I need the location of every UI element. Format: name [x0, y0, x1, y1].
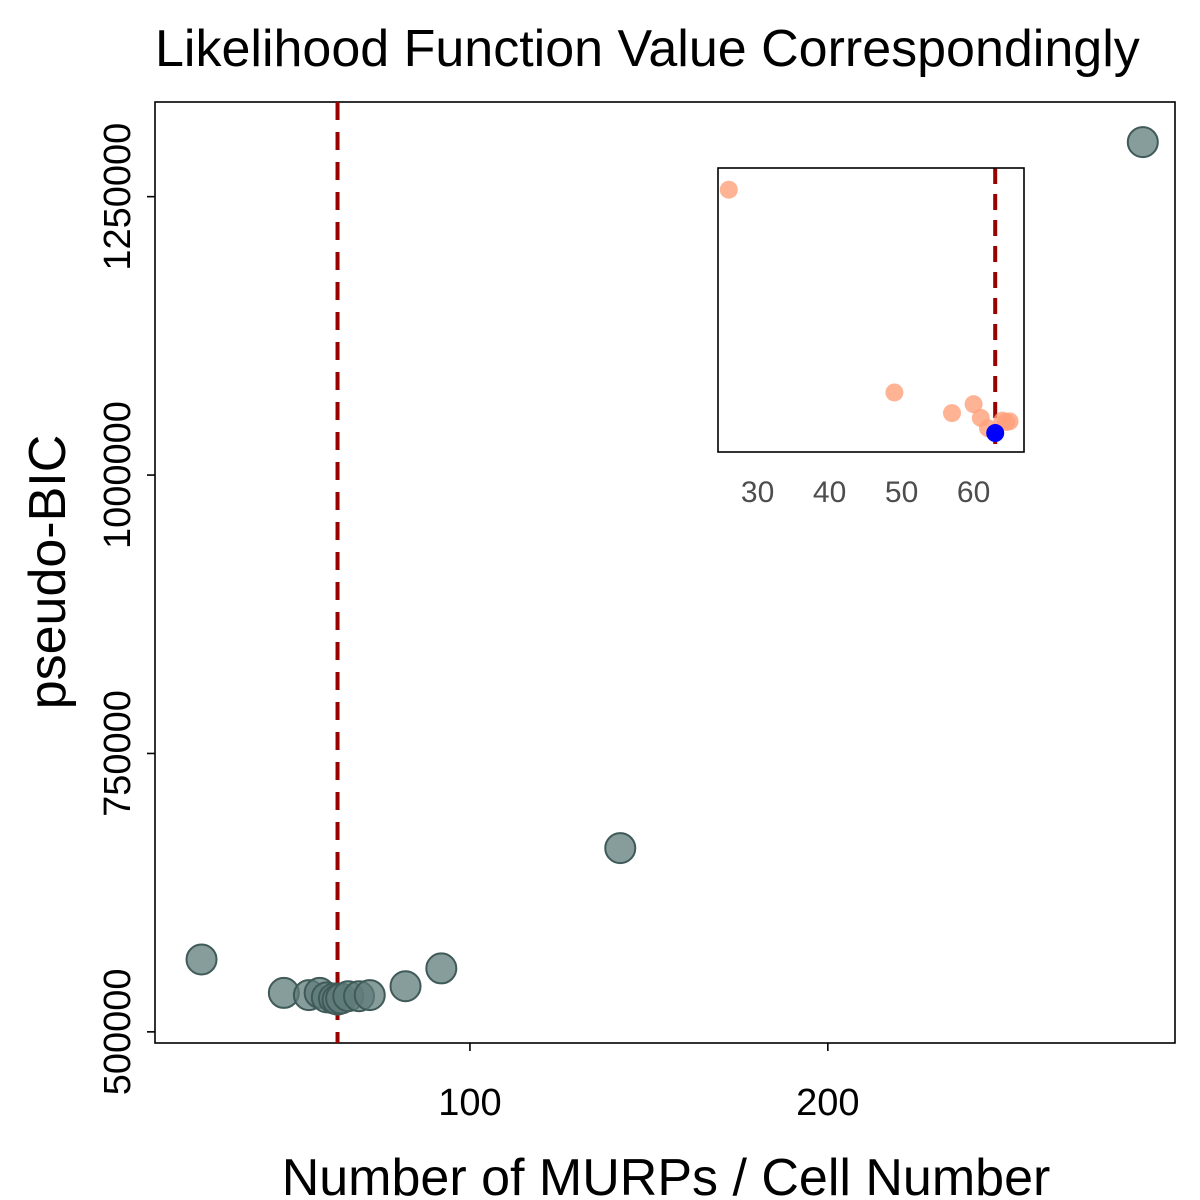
chart-title: Likelihood Function Value Correspondingl… [155, 20, 1140, 78]
inset-x-tick-label: 50 [885, 476, 918, 509]
x-tick-label: 100 [438, 1082, 501, 1124]
plot-panel-frame [154, 101, 1176, 1044]
inset-data-point [943, 404, 961, 423]
data-point [1126, 126, 1159, 159]
inset-panel-frame [717, 167, 1025, 453]
main-plot-layer: 500000 750000 1000000 1250000 100 200 [97, 102, 1159, 1124]
inset-plot-layer: 30 40 50 60 [719, 168, 1019, 509]
inset-data-point [964, 395, 983, 414]
inset-data-point [719, 180, 738, 199]
x-tick-label: 200 [796, 1082, 859, 1124]
data-point [604, 832, 637, 865]
y-tick-label: 750000 [97, 690, 139, 817]
y-axis-title: pseudo-BIC [19, 435, 77, 710]
inset-data-point [1000, 412, 1019, 431]
inset-selected-point [986, 424, 1005, 443]
data-point [353, 979, 386, 1012]
inset-data-point [885, 383, 904, 402]
x-axis-title: Number of MURPs / Cell Number [282, 1149, 1051, 1200]
y-tick-label: 1000000 [97, 401, 139, 549]
data-point [425, 952, 458, 985]
inset-x-tick-label: 30 [741, 476, 774, 509]
data-point [389, 970, 422, 1003]
y-tick-label: 1250000 [97, 123, 139, 271]
inset-x-tick-label: 40 [813, 476, 846, 509]
inset-x-tick-label: 60 [957, 476, 990, 509]
data-point [185, 943, 218, 976]
y-tick-label: 500000 [97, 968, 139, 1095]
inset-plot: 30 40 50 60 [717, 167, 1025, 509]
